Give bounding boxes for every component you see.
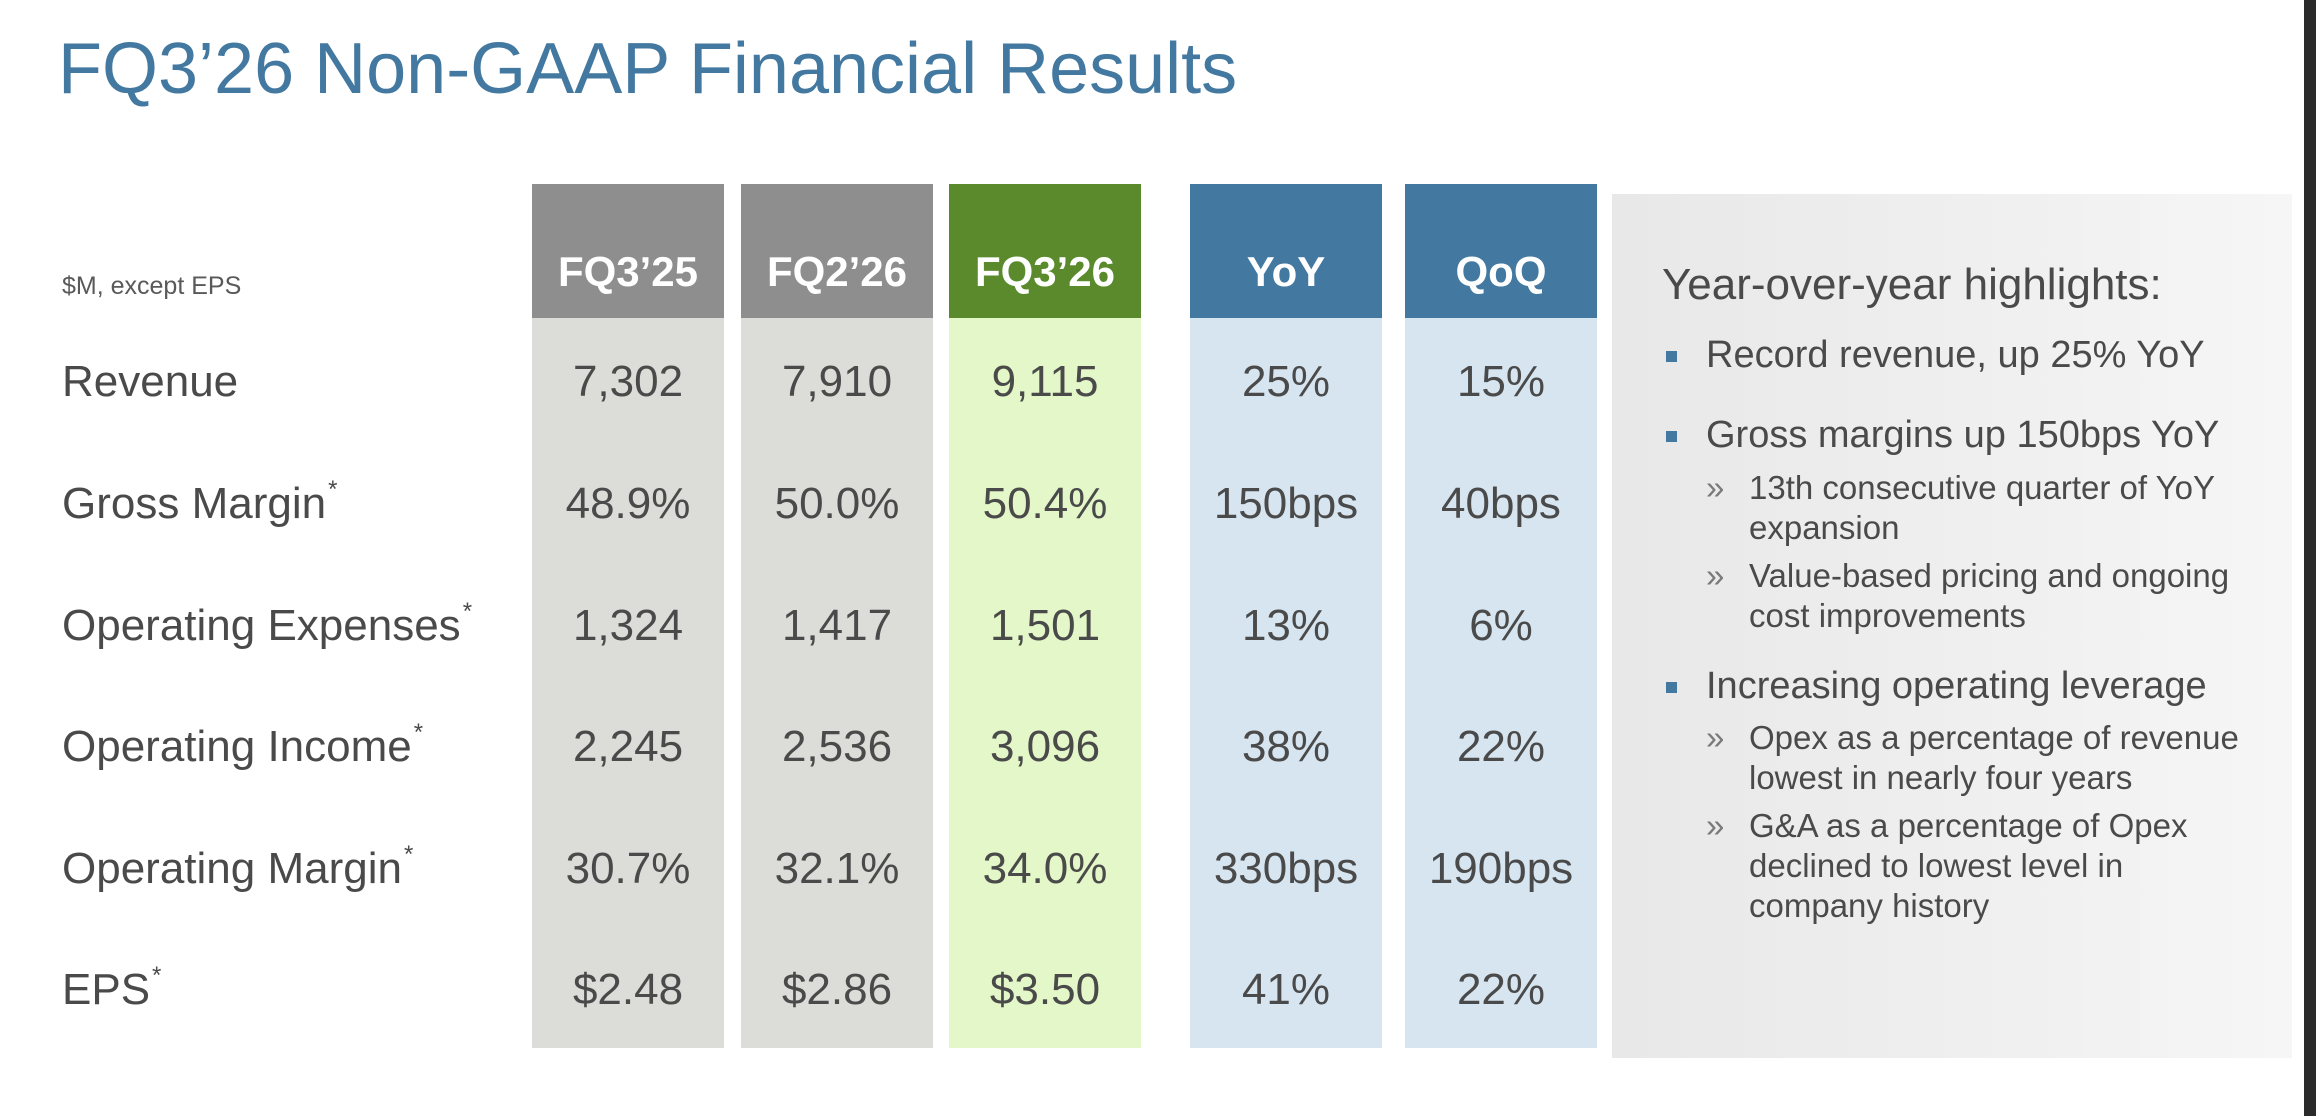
table-cell: 13% [1241,601,1331,650]
highlight-sub-bullet: G&A as a percentage of Opex declined to … [1749,807,2188,924]
table-cell: 2,245 [572,722,684,771]
column-header: YoY [1190,184,1382,318]
table-cell: 330bps [1213,844,1359,893]
table-cell: $2.86 [781,965,893,1014]
table-cell: 7,302 [572,357,684,406]
table-cell: 32.1% [774,844,900,893]
column-fq3-26: FQ3’26 9,115 50.4% 1,501 3,096 34.0% $3.… [949,184,1141,1048]
sub-bullet-chevron-icon: » [1706,557,1725,594]
row-label-operating-margin: Operating Margin* [62,841,414,893]
table-cell: 30.7% [565,844,691,893]
sub-bullet-chevron-icon: » [1706,807,1725,844]
table-cell: 1,501 [989,601,1101,650]
table-cell: 7,910 [781,357,893,406]
column-header: FQ3’26 [949,184,1141,318]
table-cell: 48.9% [565,479,691,528]
table-cell: 41% [1241,965,1331,1014]
table-cell: 6% [1469,601,1533,650]
column-fq3-25: FQ3’25 7,302 48.9% 1,324 2,245 30.7% $2.… [532,184,724,1048]
row-label-gross-margin: Gross Margin* [62,476,338,528]
highlights-title: Year-over-year highlights: [1662,260,2162,309]
highlight-bullet: Record revenue, up 25% YoY [1706,334,2205,376]
page-title: FQ3’26 Non-GAAP Financial Results [58,29,1238,109]
table-cell: 50.0% [774,479,900,528]
table-cell: 50.4% [982,479,1108,528]
table-cell: $3.50 [989,965,1101,1014]
sub-bullet-chevron-icon: » [1706,719,1725,756]
sub-bullet-chevron-icon: » [1706,469,1725,506]
table-cell: 25% [1241,357,1331,406]
column-header: QoQ [1405,184,1597,318]
table-cell: 40bps [1441,479,1561,528]
column-body [741,318,933,1048]
row-label-eps: EPS* [62,962,162,1014]
table-cell: 1,324 [572,601,684,650]
units-note: $M, except EPS [62,272,242,300]
table-cell: 22% [1456,722,1546,771]
column-fq2-26: FQ2’26 7,910 50.0% 1,417 2,536 32.1% $2.… [741,184,933,1048]
column-header: FQ2’26 [741,184,933,318]
column-body [532,318,724,1048]
row-label-operating-income: Operating Income* [62,719,424,771]
column-yoy: YoY 25% 150bps 13% 38% 330bps 41% [1190,184,1382,1048]
bullet-square-icon [1666,682,1677,693]
highlights-panel: Year-over-year highlights: Record revenu… [1612,194,2292,1058]
row-label-operating-expenses: Operating Expenses* [62,598,473,650]
column-qoq: QoQ 15% 40bps 6% 22% 190bps 22% [1405,184,1597,1048]
column-body [949,318,1141,1048]
highlight-sub-bullet: Opex as a percentage of revenue lowest i… [1749,719,2239,796]
bullet-square-icon [1666,431,1677,442]
highlight-bullet: Gross margins up 150bps YoY [1706,414,2220,456]
slide-edge [2304,0,2316,1116]
table-cell: 15% [1456,357,1546,406]
table-cell: 2,536 [781,722,893,771]
table-cell: 38% [1241,722,1331,771]
table-cell: 22% [1456,965,1546,1014]
table-cell: 9,115 [991,357,1099,406]
highlight-sub-bullet: 13th consecutive quarter of YoY expansio… [1749,469,2215,546]
table-cell: 1,417 [781,601,893,650]
column-header: FQ3’25 [532,184,724,318]
row-label-revenue: Revenue [62,357,239,406]
table-cell: 3,096 [989,722,1101,771]
table-cell: 34.0% [982,844,1108,893]
highlight-sub-bullet: Value-based pricing and ongoing cost imp… [1749,557,2230,634]
table-cell: 190bps [1428,844,1574,893]
table-cell: $2.48 [572,965,684,1014]
table-cell: 150bps [1213,479,1359,528]
bullet-square-icon [1666,351,1677,362]
column-body [1190,318,1382,1048]
column-body [1405,318,1597,1048]
highlight-bullet: Increasing operating leverage [1706,665,2207,707]
